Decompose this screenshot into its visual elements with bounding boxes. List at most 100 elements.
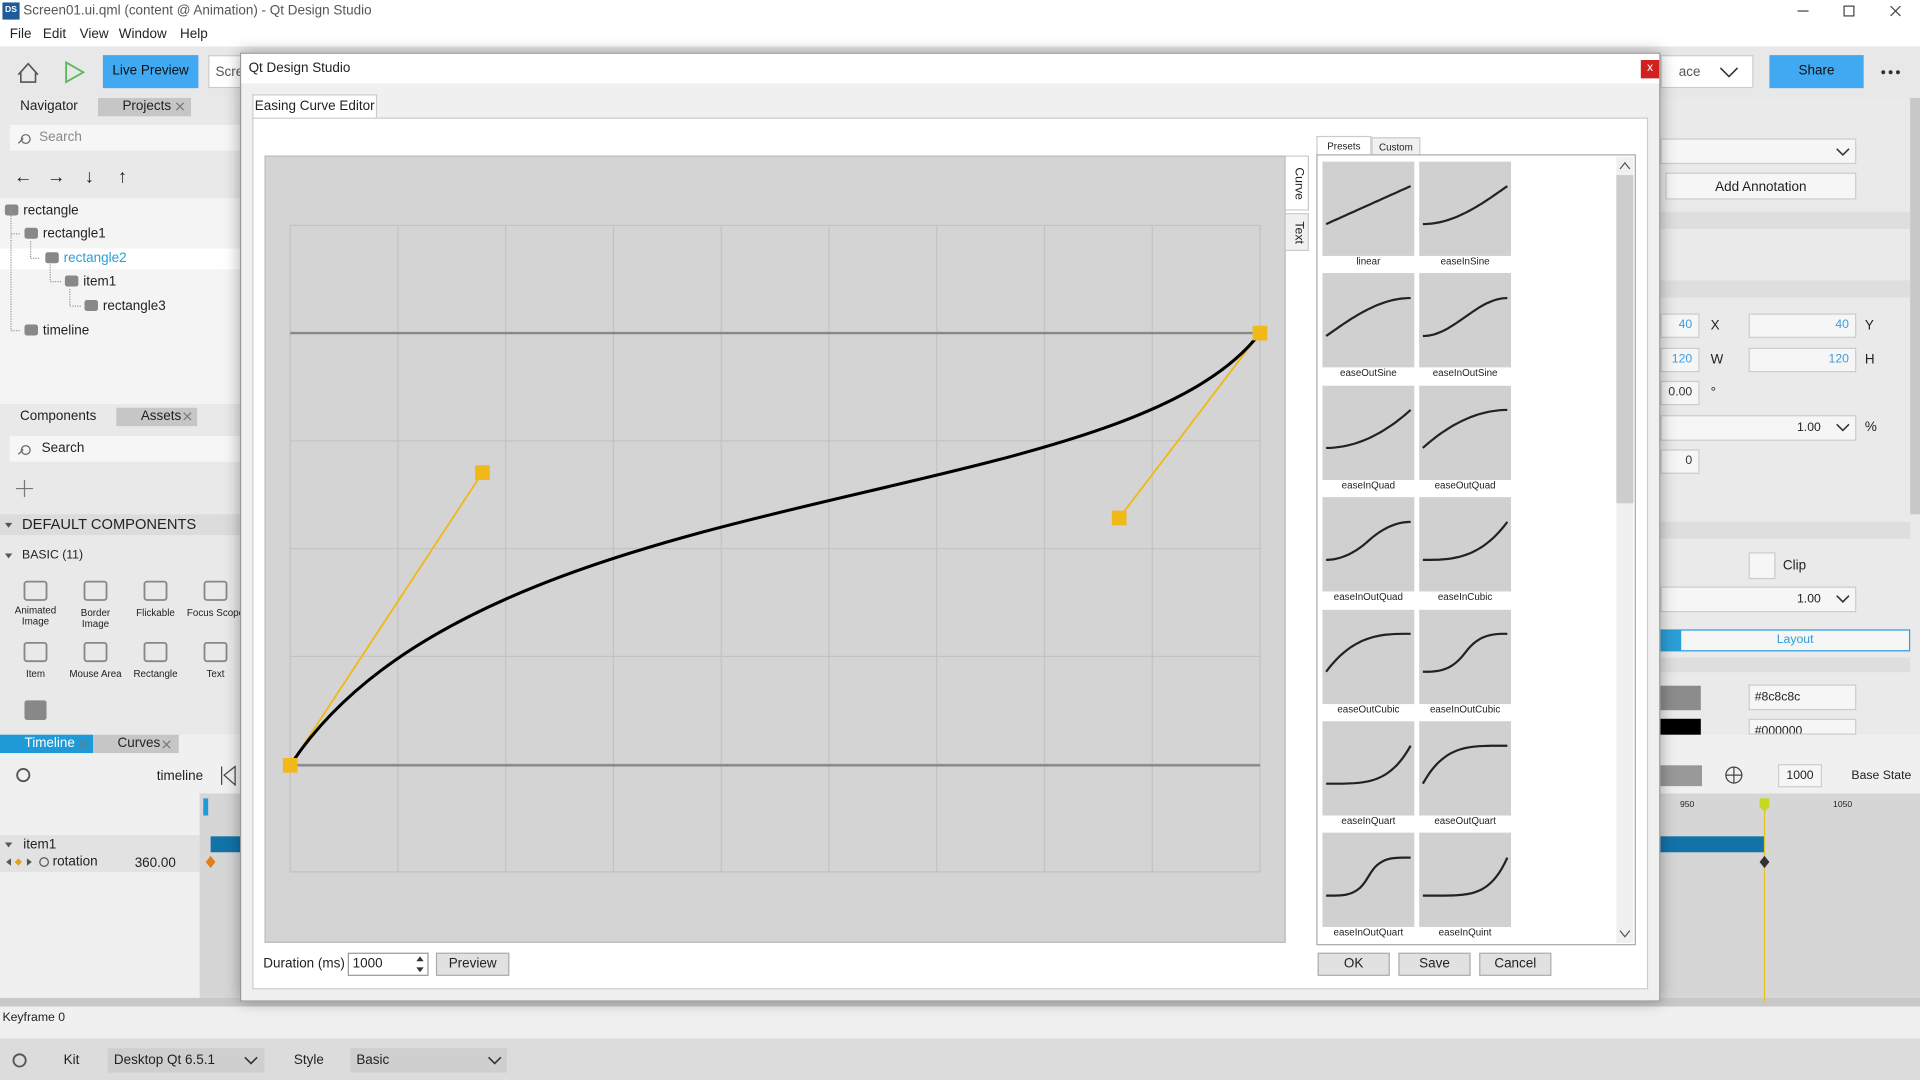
preset-label[interactable]: easeOutQuart	[1434, 815, 1496, 827]
tree-item[interactable]: timeline	[42, 323, 90, 338]
property-field[interactable]: 40	[1748, 313, 1857, 338]
tab[interactable]: Custom	[1371, 137, 1421, 156]
dialog-button[interactable]: Cancel	[1479, 952, 1552, 976]
preset-thumbnail[interactable]	[1419, 273, 1512, 368]
side-tab-label[interactable]: Curve	[1291, 167, 1306, 201]
tree-item[interactable]: rectangle3	[102, 298, 166, 314]
tab[interactable]: Timeline	[0, 734, 94, 754]
style-combo[interactable]: Basic	[350, 1048, 507, 1073]
preset-thumbnail[interactable]	[1419, 497, 1512, 592]
preset-label[interactable]: easeInSine	[1440, 255, 1490, 267]
tab[interactable]: Presets	[1316, 135, 1372, 156]
live-preview-button[interactable]: Live Preview	[102, 55, 199, 89]
search-field[interactable]: Search	[9, 435, 255, 462]
share-button[interactable]: Share	[1769, 55, 1864, 89]
search-field[interactable]: Search	[9, 124, 255, 151]
kit-combo[interactable]: Desktop Qt 6.5.1	[107, 1048, 265, 1073]
nav-arrow[interactable]: ↓	[84, 166, 94, 188]
timeline-rows	[0, 835, 200, 872]
component-label[interactable]: Rectangle	[133, 668, 178, 680]
tree-item[interactable]: rectangle	[23, 203, 79, 218]
preset-thumbnail[interactable]	[1419, 161, 1512, 256]
duration-field[interactable]: 1000	[347, 952, 429, 976]
tab[interactable]: Projects	[97, 97, 192, 117]
end-frame-field[interactable]: 1000	[1777, 764, 1823, 788]
combo[interactable]: 1.00	[1660, 586, 1857, 613]
preset-label[interactable]: easeInOutQuad	[1333, 591, 1403, 603]
preset-label[interactable]: easeInOutSine	[1432, 367, 1498, 379]
tab[interactable]: Assets	[116, 407, 198, 427]
tree-item[interactable]: rectangle1	[42, 226, 106, 242]
preset-label[interactable]: easeOutQuad	[1434, 479, 1496, 491]
component-label[interactable]: Border Image	[80, 607, 111, 630]
preset-label[interactable]: easeOutCubic	[1337, 703, 1400, 715]
checkbox[interactable]	[1748, 552, 1776, 580]
nav-arrow[interactable]: ←	[14, 166, 33, 188]
menu-item[interactable]: File	[9, 26, 32, 42]
dialog-button[interactable]: Save	[1398, 952, 1471, 976]
component-label[interactable]: Focus Scope	[186, 607, 245, 619]
menu-item[interactable]: Edit	[42, 26, 67, 42]
timeline-property[interactable]: rotation	[52, 854, 98, 870]
preset-thumbnail[interactable]	[1322, 609, 1415, 704]
preset-label[interactable]: easeInQuart	[1341, 815, 1396, 827]
property-field[interactable]: 120	[1660, 347, 1700, 373]
property-field[interactable]: 0	[1660, 449, 1700, 474]
preset-thumbnail[interactable]	[1419, 385, 1512, 480]
preset-label[interactable]: linear	[1356, 255, 1381, 267]
timeline-value[interactable]: 360.00	[134, 855, 176, 871]
preset-thumbnail[interactable]	[1322, 497, 1415, 592]
preset-thumbnail[interactable]	[1322, 721, 1415, 816]
side-tab-label[interactable]: Text	[1291, 221, 1306, 244]
workspace-combo[interactable]: ace	[1660, 55, 1754, 89]
tab[interactable]: Easing Curve Editor	[252, 94, 378, 119]
property-field[interactable]: 120	[1748, 347, 1857, 373]
preset-thumbnail[interactable]	[1419, 833, 1512, 928]
add-annotation-button[interactable]: Add Annotation	[1665, 172, 1857, 200]
side-tab[interactable]	[1285, 213, 1309, 252]
timeline-item[interactable]: item1	[23, 837, 57, 853]
menu-item[interactable]: View	[79, 26, 109, 42]
menu-item[interactable]: Help	[180, 26, 208, 42]
preset-label[interactable]: easeInQuad	[1341, 479, 1396, 491]
menu-item[interactable]: Window	[118, 26, 167, 42]
component-label[interactable]: Animated Image	[14, 604, 57, 627]
combo[interactable]: 1.00	[1660, 415, 1857, 441]
color-field[interactable]: #8c8c8c	[1748, 684, 1857, 711]
preset-label[interactable]: easeOutSine	[1340, 367, 1397, 379]
preset-label[interactable]: easeInOutQuart	[1333, 927, 1404, 939]
component-label[interactable]: Flickable	[136, 607, 175, 619]
side-tab[interactable]	[1285, 155, 1309, 211]
preset-label[interactable]: easeInCubic	[1437, 591, 1493, 603]
layout-tab[interactable]: Layout	[1680, 629, 1911, 652]
preset-thumbnail[interactable]	[1322, 833, 1415, 928]
preset-label[interactable]: easeInOutCubic	[1429, 703, 1501, 715]
preset-thumbnail[interactable]	[1322, 161, 1415, 256]
tab[interactable]: Navigator	[0, 97, 98, 117]
tree-item[interactable]: rectangle2	[63, 251, 127, 266]
screen-combo[interactable]: Scree	[208, 55, 245, 89]
property-label: H	[1864, 352, 1875, 368]
group-header[interactable]: BASIC (11)	[22, 548, 84, 563]
preset-thumbnail[interactable]	[1419, 609, 1512, 704]
tab[interactable]: Curves	[93, 734, 179, 754]
tree-item[interactable]: item1	[83, 274, 117, 289]
dialog-close-button[interactable]: x	[1640, 60, 1660, 79]
component-label[interactable]: Text	[206, 668, 225, 680]
component-label[interactable]: Mouse Area	[69, 668, 122, 680]
component-label[interactable]: Item	[25, 668, 46, 680]
nav-arrow[interactable]: →	[47, 166, 66, 188]
property-field[interactable]: 40	[1660, 313, 1700, 338]
preset-label[interactable]: easeInQuint	[1438, 927, 1492, 939]
dialog-button[interactable]: OK	[1317, 952, 1390, 976]
nav-arrow[interactable]: ↑	[117, 166, 128, 188]
preview-button[interactable]: Preview	[435, 952, 510, 976]
property-field[interactable]: 0.00	[1660, 380, 1700, 406]
section-header[interactable]: DEFAULT COMPONENTS	[0, 514, 241, 536]
color-field[interactable]: #000000	[1748, 718, 1857, 735]
section-band	[1660, 211, 1911, 229]
tab[interactable]: Components	[0, 407, 117, 427]
preset-thumbnail[interactable]	[1322, 385, 1415, 480]
preset-thumbnail[interactable]	[1322, 273, 1415, 368]
preset-thumbnail[interactable]	[1419, 721, 1512, 816]
